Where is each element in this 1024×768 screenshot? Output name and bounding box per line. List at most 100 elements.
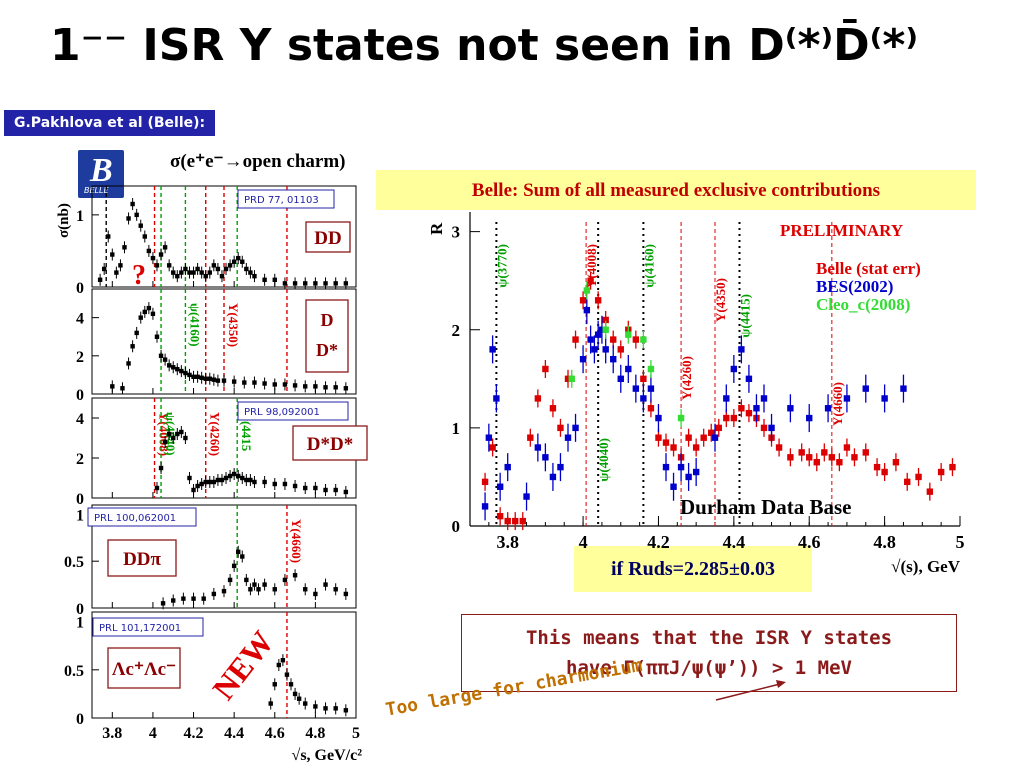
data-point bbox=[662, 439, 670, 446]
data-point bbox=[282, 281, 288, 286]
data-point bbox=[162, 439, 168, 445]
data-point bbox=[138, 223, 143, 228]
data-point bbox=[191, 270, 196, 275]
data-point bbox=[203, 479, 208, 485]
resonance-label: Y(4660) bbox=[289, 519, 304, 563]
resonance-label: Y(4008) bbox=[157, 412, 172, 456]
data-point bbox=[183, 370, 188, 376]
data-point bbox=[175, 366, 180, 372]
data-point bbox=[323, 582, 328, 587]
y-tick-label: 2 bbox=[452, 321, 461, 340]
r-uds-box: if Ruds=2.285±0.03 bbox=[574, 546, 812, 592]
data-point bbox=[564, 434, 572, 441]
resonance-label: ψ(4160) bbox=[187, 303, 202, 347]
channel-label: DDπ bbox=[123, 549, 161, 570]
reference-text: PRL 101,172001 bbox=[99, 623, 181, 634]
data-point bbox=[557, 424, 564, 432]
y-tick-label: 0 bbox=[76, 601, 84, 618]
data-point bbox=[323, 487, 328, 493]
data-point bbox=[692, 468, 700, 476]
y-tick-label: 0.5 bbox=[64, 554, 84, 571]
data-point bbox=[207, 376, 212, 381]
data-point bbox=[323, 706, 328, 711]
resonance-label: ψ(4160) bbox=[641, 244, 656, 288]
x-tick-label: 4.6 bbox=[798, 532, 821, 552]
data-point bbox=[160, 601, 166, 606]
data-point bbox=[236, 549, 241, 555]
data-point bbox=[723, 395, 730, 402]
data-point bbox=[617, 375, 624, 383]
reference-text: PRL 100,062001 bbox=[94, 513, 176, 524]
data-point bbox=[343, 386, 349, 391]
resonance-label: Y(4008) bbox=[584, 244, 599, 288]
reference-box bbox=[92, 617, 204, 637]
data-point bbox=[191, 596, 196, 601]
data-point bbox=[851, 454, 858, 461]
data-point bbox=[171, 435, 176, 441]
data-point bbox=[892, 459, 900, 466]
channel-label: D bbox=[321, 310, 334, 330]
data-point bbox=[126, 361, 131, 366]
data-point bbox=[154, 485, 160, 491]
data-point bbox=[557, 463, 564, 471]
data-point bbox=[579, 297, 587, 304]
data-point bbox=[481, 478, 489, 486]
data-point bbox=[715, 424, 722, 432]
data-point bbox=[583, 306, 591, 314]
note-arrow bbox=[715, 683, 781, 701]
data-point bbox=[594, 331, 602, 338]
data-point bbox=[617, 346, 624, 353]
data-point bbox=[240, 475, 245, 481]
y-axis-label: R bbox=[427, 222, 446, 235]
data-point bbox=[313, 704, 318, 709]
conclusion-line-2: have Γ(ππJ/ψ(ψ’)) > 1 MeV bbox=[566, 657, 852, 679]
data-point bbox=[303, 384, 308, 389]
data-point bbox=[203, 273, 208, 279]
data-point bbox=[175, 273, 180, 279]
data-point bbox=[146, 305, 152, 311]
data-point bbox=[221, 588, 227, 594]
data-point bbox=[227, 473, 233, 479]
data-point bbox=[647, 405, 655, 412]
y-tick-label: 1 bbox=[76, 208, 84, 225]
data-point bbox=[333, 487, 338, 493]
data-point bbox=[745, 409, 753, 417]
data-point bbox=[836, 459, 843, 466]
data-point bbox=[150, 311, 156, 317]
data-point bbox=[158, 353, 164, 359]
data-point bbox=[171, 270, 176, 275]
data-point bbox=[579, 355, 587, 363]
conclusion-box: This means that the ISR Y states have Γ(… bbox=[461, 614, 957, 692]
data-point bbox=[677, 414, 685, 422]
data-point bbox=[824, 405, 832, 412]
data-point bbox=[215, 378, 221, 383]
data-point bbox=[158, 252, 164, 257]
data-point bbox=[564, 375, 572, 383]
data-point bbox=[231, 259, 237, 264]
data-point bbox=[787, 454, 794, 461]
data-point bbox=[843, 395, 851, 402]
data-point bbox=[219, 273, 225, 279]
data-point bbox=[568, 375, 575, 383]
data-point bbox=[282, 382, 288, 387]
data-point bbox=[504, 463, 511, 471]
data-point bbox=[489, 444, 496, 451]
data-point bbox=[195, 266, 200, 272]
channel-label-box bbox=[305, 221, 351, 253]
data-point bbox=[549, 473, 557, 481]
data-point bbox=[583, 287, 591, 294]
y-tick-label: 1 bbox=[452, 419, 461, 438]
channel-label-box bbox=[292, 425, 368, 461]
data-point bbox=[262, 582, 267, 587]
data-point bbox=[236, 255, 241, 261]
data-point bbox=[730, 414, 738, 422]
data-point bbox=[343, 591, 349, 597]
channel-label-box bbox=[107, 647, 181, 689]
data-point bbox=[519, 517, 526, 525]
channel-label: DD bbox=[314, 228, 341, 249]
data-point bbox=[303, 587, 308, 592]
data-point bbox=[504, 517, 511, 525]
logo-subtext: BELLE bbox=[84, 186, 109, 195]
data-point bbox=[862, 385, 869, 392]
y-tick-label: 0 bbox=[76, 387, 84, 404]
